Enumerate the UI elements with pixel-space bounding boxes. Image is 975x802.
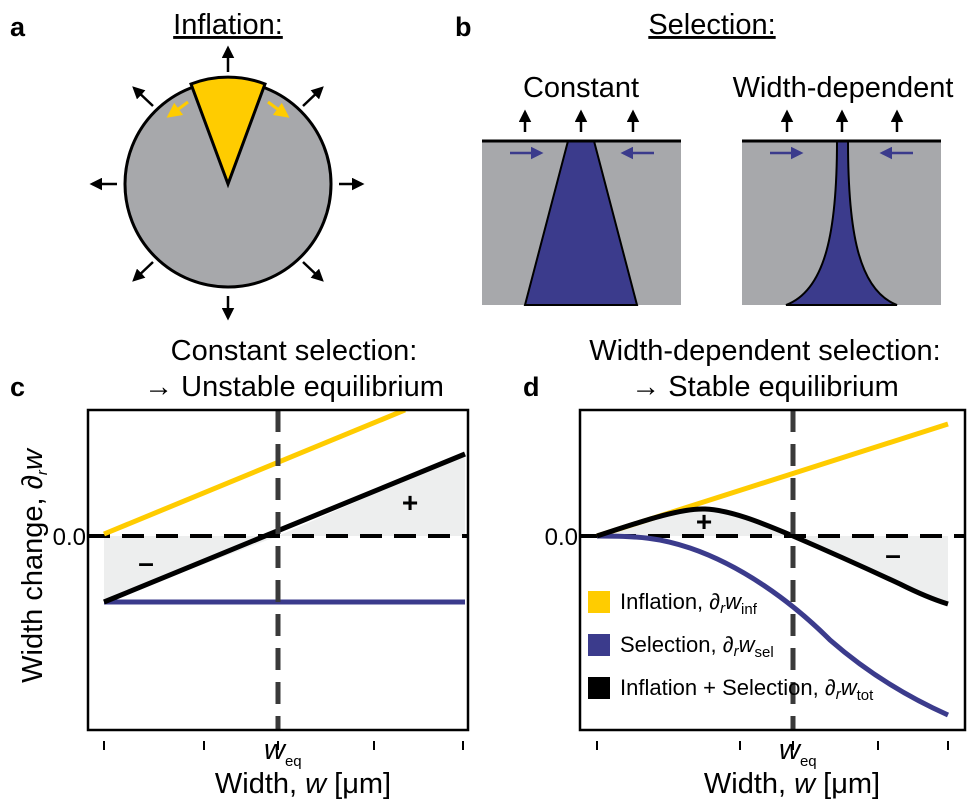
width-dependent-lineage xyxy=(785,140,898,306)
panel-c-ylabel: Width change, ∂rw xyxy=(17,447,51,683)
legend-swatch-inflation xyxy=(588,591,610,613)
panel-d-xlabel: Width, w [μm] xyxy=(704,768,880,800)
panel-d-plus: + xyxy=(696,506,712,537)
panel-d-zero-tick: 0.0 xyxy=(545,524,578,551)
legend-label-total: Inflation + Selection, ∂rwtot xyxy=(620,675,874,704)
panel-d: d Width-dependent selection: → Stable eq… xyxy=(523,335,967,800)
panel-a: a Inflation: xyxy=(10,9,365,321)
panel-d-weq-label: weq xyxy=(779,734,817,770)
panel-c-weq-label: weq xyxy=(264,734,302,770)
arrow-diagonal-icon xyxy=(132,86,154,107)
panel-d-frame xyxy=(578,408,967,732)
panel-d-total-line xyxy=(596,506,949,607)
panel-c-total-line xyxy=(103,451,466,605)
panel-c-plus: + xyxy=(402,487,418,518)
panel-c-x-ticks xyxy=(103,741,464,750)
panel-a-title: Inflation: xyxy=(173,9,283,41)
legend-swatch-total xyxy=(588,677,610,699)
panel-b-width-dependent-label: Width-dependent xyxy=(733,72,954,104)
panel-c: c Constant selection: → Unstable equilib… xyxy=(10,335,470,800)
legend-label-selection: Selection, ∂rwsel xyxy=(620,632,774,661)
panel-b-constant-label: Constant xyxy=(523,72,639,104)
panel-d-title-line1: Width-dependent selection: xyxy=(589,335,940,367)
inflation-wedge xyxy=(189,75,267,189)
legend-swatch-selection xyxy=(588,634,610,656)
panel-c-title-line2: → Unstable equilibrium xyxy=(144,371,444,403)
wedge-spread-arrows xyxy=(166,100,290,118)
panel-d-legend: Inflation, ∂rwinf Selection, ∂rwsel Infl… xyxy=(588,589,874,704)
arrow-diagonal-icon xyxy=(166,100,189,118)
panel-c-xlabel: Width, w [μm] xyxy=(215,768,391,800)
panel-d-minus: – xyxy=(885,539,901,570)
panel-d-selection-line xyxy=(596,533,950,718)
panel-d-title-line2: → Stable equilibrium xyxy=(631,371,899,403)
panel-d-x-ticks xyxy=(596,741,949,750)
panel-d-shade-positive xyxy=(597,508,793,536)
legend-label-inflation: Inflation, ∂rwinf xyxy=(620,589,758,618)
panel-c-inflation-line xyxy=(103,410,406,537)
panel-c-frame xyxy=(86,408,470,732)
arrow-diagonal-icon xyxy=(132,261,154,282)
arrow-diagonal-icon xyxy=(302,86,324,107)
panel-c-title-line1: Constant selection: xyxy=(171,335,418,367)
panel-d-letter: d xyxy=(523,372,540,402)
arrow-diagonal-icon xyxy=(267,100,290,118)
panel-a-letter: a xyxy=(10,12,26,42)
panel-c-minus: – xyxy=(138,547,154,578)
panel-b-letter: b xyxy=(455,12,472,42)
panel-b: b Selection: Constant Width-dependent xyxy=(455,9,954,306)
arrow-diagonal-icon xyxy=(302,261,324,282)
panel-c-zero-tick: 0.0 xyxy=(53,524,86,551)
panel-b-title: Selection: xyxy=(648,9,775,41)
outward-arrows xyxy=(89,45,365,321)
panel-c-letter: c xyxy=(10,372,25,402)
